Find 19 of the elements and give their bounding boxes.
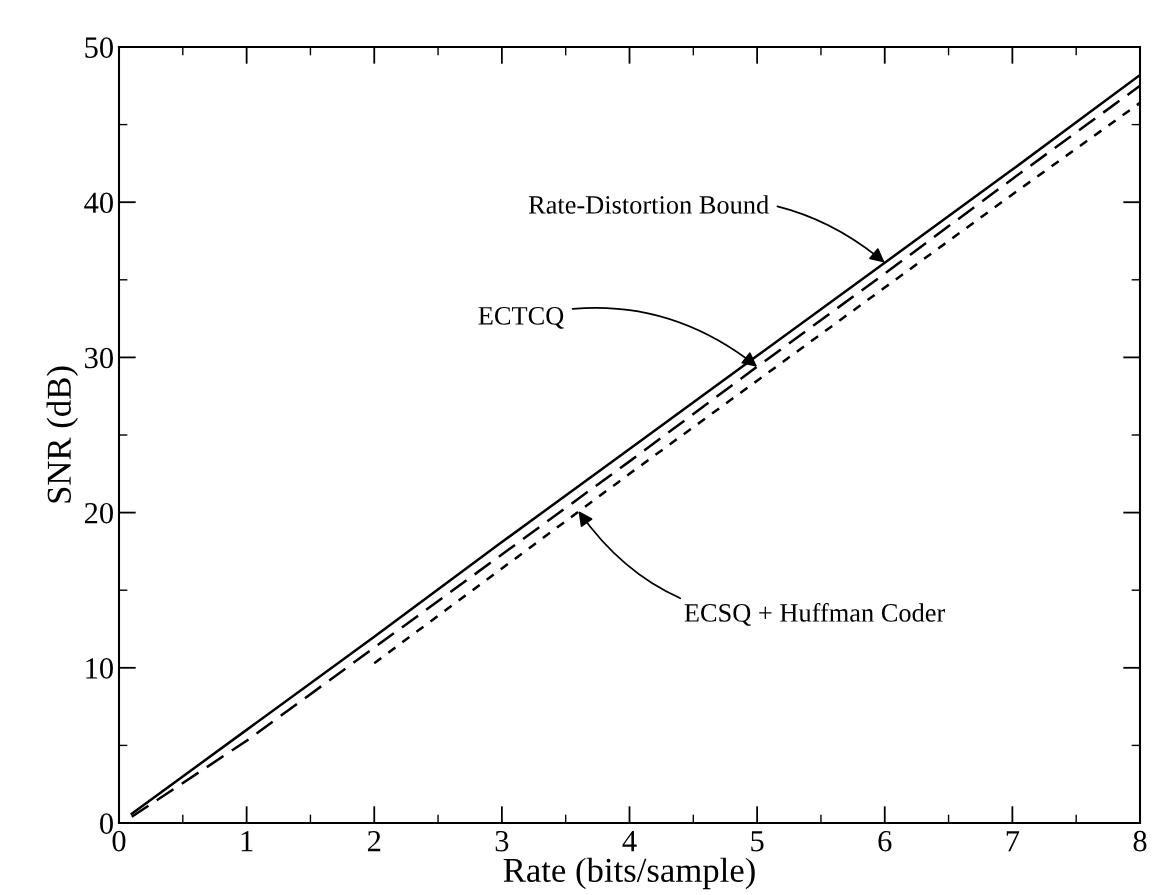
y-tick-label: 30 (85, 347, 113, 369)
y-tick-label: 10 (86, 658, 113, 679)
y-tick-label: 40 (84, 192, 113, 214)
annotation: ECSQ + Huffman Coder (684, 602, 946, 626)
y-tick-label: 50 (85, 37, 113, 58)
annotation: Rate-Distortion Bound (528, 195, 769, 214)
x-tick-label: 4 (622, 831, 637, 852)
annotation: ECTCQ (478, 306, 564, 329)
x-tick-label: 8 (1133, 830, 1147, 852)
x-tick-label: 2 (367, 830, 381, 852)
y-tick-label: 0 (100, 813, 113, 834)
x-tick-label: 1 (241, 830, 253, 852)
x-axis-title: Rate (bits/sample) (503, 857, 755, 890)
x-tick-label: 5 (751, 831, 764, 852)
y-axis-title: SNR (dB) (46, 366, 79, 503)
y-tick-label: 20 (84, 502, 113, 524)
x-tick-label: 7 (1006, 831, 1020, 852)
x-tick-label: 3 (495, 830, 509, 852)
x-tick-label: 6 (878, 830, 892, 852)
